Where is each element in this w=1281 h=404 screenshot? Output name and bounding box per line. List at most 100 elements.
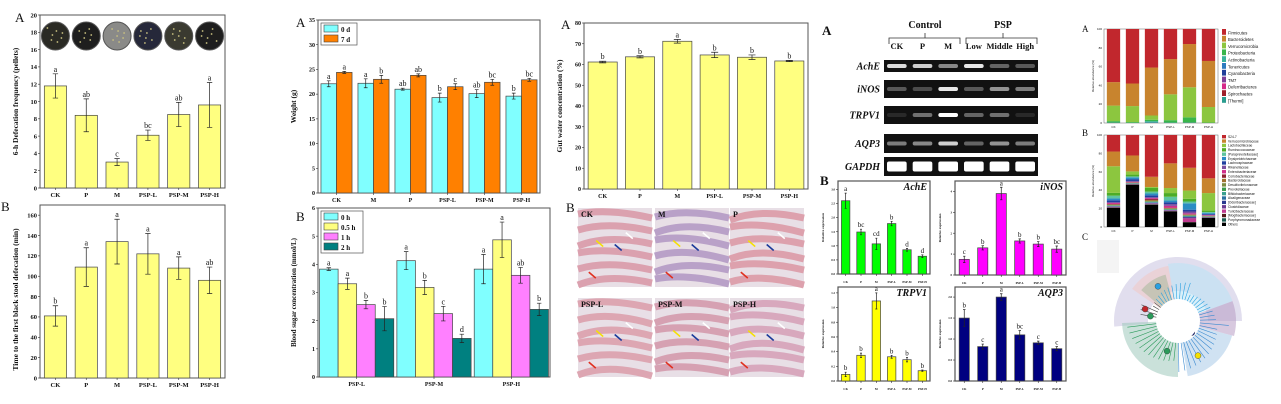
annotation-arrow	[672, 329, 681, 338]
gel-lane-label: CK	[890, 41, 903, 51]
gel-band	[938, 64, 958, 68]
cladogram-branch	[1199, 310, 1213, 316]
x-category-label: M	[1000, 387, 1003, 391]
intestinal-villus	[653, 248, 730, 264]
y-tick-label: 40	[31, 335, 38, 342]
significance-letter: a	[404, 243, 408, 252]
x-category-label: P	[982, 281, 984, 285]
y-tick-label: 15	[309, 117, 315, 123]
significance-letter: a	[146, 224, 150, 233]
error-bar	[83, 98, 89, 133]
bar	[902, 359, 912, 382]
annotation-arrow	[672, 239, 681, 248]
y-tick-label: 100	[27, 274, 37, 281]
annotation-arrow	[595, 329, 604, 338]
intestinal-villus	[653, 312, 730, 327]
bar	[871, 300, 881, 382]
significance-letter: bc	[858, 221, 865, 229]
legend-swatch	[323, 34, 339, 43]
stacked-segment	[1144, 119, 1159, 122]
gel-lane-label: Middle	[987, 41, 1013, 51]
error-bar	[83, 247, 89, 287]
stacked-segment	[1201, 135, 1216, 179]
significance-letter: b	[537, 294, 541, 303]
significance-letter: c	[981, 336, 984, 344]
error-bar	[363, 300, 369, 310]
significance-letter: d	[905, 240, 909, 248]
y-tick-label: 6	[312, 206, 315, 212]
clade-sector	[1167, 263, 1233, 314]
significance-letter: a	[875, 285, 879, 293]
pellet-dot	[211, 28, 214, 30]
x-category-label: P	[84, 382, 88, 389]
gel-band	[938, 113, 958, 117]
error-bar	[453, 83, 458, 91]
cladogram-branch	[1168, 342, 1174, 362]
bar	[995, 193, 1007, 276]
pellet-dot	[145, 37, 147, 39]
y-tick-label: 5	[312, 234, 315, 240]
gel-band	[1015, 161, 1035, 172]
x-category-label: PSP-H	[1052, 281, 1061, 285]
y-tick-label: 1	[312, 347, 315, 353]
y-axis-label: Relative abundance (%)	[1091, 165, 1095, 197]
x-category-label: PSP-M	[902, 280, 911, 284]
stacked-segment	[1201, 212, 1216, 214]
stacked-segment	[1182, 29, 1197, 45]
significance-letter: ab	[399, 79, 407, 88]
stacked-segment	[1144, 135, 1159, 177]
gel-band	[938, 141, 958, 146]
cladogram-branch	[1198, 307, 1211, 313]
cladogram-branch	[1158, 295, 1165, 304]
pellet-dot	[201, 30, 204, 32]
error-bar	[981, 343, 984, 350]
error-bar	[382, 306, 387, 332]
stacked-segment	[1106, 195, 1121, 199]
x-category-label: PSP-H	[200, 192, 219, 199]
y-tick-label: 60	[575, 63, 581, 69]
legend-label: Lachnospiraceae	[1228, 161, 1253, 165]
cladogram-branch	[1141, 304, 1159, 313]
legend-swatch	[323, 222, 339, 231]
x-category-label: PSP-H	[1052, 387, 1061, 391]
intestinal-villus	[728, 249, 805, 263]
legend-swatch	[1222, 200, 1226, 205]
y-tick-label: 2.0	[831, 216, 835, 220]
error-bar	[1055, 346, 1058, 352]
y-tick-label: 100	[1097, 27, 1102, 31]
pellet-dot	[144, 42, 146, 44]
y-tick-label: 1.5	[948, 316, 952, 320]
error-bar	[114, 158, 120, 166]
bar	[902, 249, 912, 275]
stacked-segment	[1163, 204, 1178, 206]
significance-letter: a	[177, 248, 181, 257]
error-bar	[379, 75, 384, 84]
y-tick-label: 10	[31, 99, 38, 106]
y-tick-label: 40	[1099, 83, 1103, 87]
significance-letter: c	[963, 248, 966, 256]
intestinal-villus	[728, 299, 805, 314]
bar	[356, 304, 376, 378]
legend-label: Cyanobacteria	[1228, 71, 1256, 76]
gel-band	[964, 113, 984, 117]
significance-letter: a	[327, 259, 331, 268]
stacked-segment	[1182, 211, 1197, 214]
significance-letter: ab	[473, 81, 481, 90]
error-bar	[363, 78, 368, 89]
stacked-segment	[1163, 120, 1178, 123]
x-category-label: PSP-H	[513, 198, 531, 204]
significance-letter: b	[423, 271, 427, 280]
significance-letter: b	[963, 302, 967, 310]
x-category-label: PSP-L	[1166, 125, 1175, 129]
legend-swatch	[1222, 170, 1226, 174]
x-category-label: PSP-L	[139, 382, 158, 389]
legend-swatch	[1222, 152, 1226, 156]
stacked-segment	[1163, 202, 1178, 205]
y-tick-label: 4	[951, 189, 953, 193]
legend-label: Prevotellaceae	[1228, 187, 1250, 191]
chart-title: AQP3	[1037, 288, 1063, 299]
cladogram-branch	[1199, 319, 1216, 321]
legend-label: Enterobacteriaceae	[1228, 170, 1257, 174]
intestinal-villus	[653, 261, 730, 276]
x-category-label: P	[982, 387, 984, 391]
